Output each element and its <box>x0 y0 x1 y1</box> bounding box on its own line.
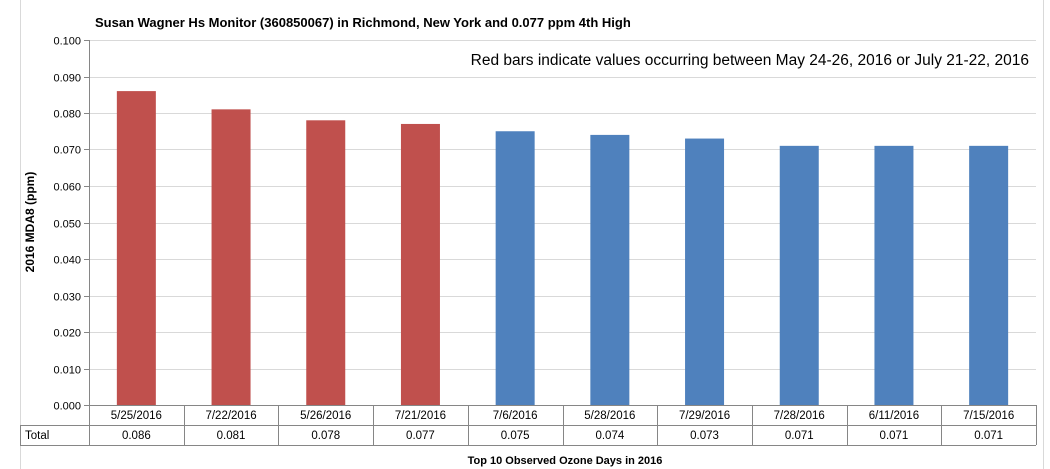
x-tick-label: 7/15/2016 <box>963 410 1014 422</box>
bar <box>685 138 725 406</box>
bar <box>874 145 914 405</box>
y-axis-ticks: 0.000 0.010 0.020 0.030 0.040 0.050 0.060 0.070… <box>53 36 89 413</box>
y-tick-label: 0.000 <box>53 401 81 413</box>
bar <box>400 123 440 405</box>
x-tick-label: 7/21/2016 <box>395 410 446 422</box>
bar <box>779 145 819 405</box>
data-value-label: 0.081 <box>217 430 246 442</box>
y-tick-label: 0.070 <box>53 145 81 157</box>
data-value-label: 0.078 <box>311 430 340 442</box>
y-axis-label: 2016 MDA8 (ppm) <box>23 172 37 273</box>
x-tick-label: 7/22/2016 <box>205 410 256 422</box>
x-tick-label: 6/11/2016 <box>869 410 919 422</box>
series-name-label: Total <box>25 430 49 442</box>
bar <box>590 134 630 405</box>
bar <box>495 131 535 405</box>
data-table: 5/25/2016 0.086 7/22/2016 0.081 5/26/2016 0.0… <box>20 405 1037 446</box>
x-tick-label: 5/28/2016 <box>584 410 635 422</box>
x-axis <box>89 40 1036 406</box>
x-axis-label: Top 10 Observed Ozone Days in 2016 <box>468 455 663 467</box>
data-value-label: 0.077 <box>406 430 435 442</box>
chart-annotation: Red bars indicate values occurring betwe… <box>471 52 1029 69</box>
y-tick-label: 0.020 <box>53 328 81 340</box>
x-tick-label: 7/28/2016 <box>774 410 825 422</box>
data-value-label: 0.086 <box>122 430 151 442</box>
y-tick-label: 0.100 <box>53 36 81 48</box>
data-value-label: 0.073 <box>690 430 719 442</box>
y-tick-label: 0.030 <box>53 292 81 304</box>
chart-title: Susan Wagner Hs Monitor (360850067) in R… <box>95 15 631 30</box>
y-tick-label: 0.090 <box>53 73 81 85</box>
bar <box>211 109 251 405</box>
x-tick-label: 7/6/2016 <box>493 410 538 422</box>
data-value-label: 0.071 <box>785 430 814 442</box>
y-tick-label: 0.050 <box>53 219 81 231</box>
bar <box>116 91 156 405</box>
data-value-label: 0.071 <box>974 430 1003 442</box>
data-value-label: 0.071 <box>880 430 909 442</box>
y-tick-label: 0.040 <box>53 255 81 267</box>
y-tick-label: 0.080 <box>53 109 81 121</box>
bar <box>306 120 346 406</box>
data-value-label: 0.074 <box>595 430 624 442</box>
y-tick-label: 0.010 <box>53 365 81 377</box>
bar <box>969 145 1009 405</box>
data-value-label: 0.075 <box>501 430 530 442</box>
bars <box>116 91 1009 406</box>
x-tick-label: 5/26/2016 <box>300 410 351 422</box>
x-tick-label: 7/29/2016 <box>679 410 730 422</box>
y-tick-label: 0.060 <box>53 182 81 194</box>
x-tick-label: 5/25/2016 <box>111 410 162 422</box>
